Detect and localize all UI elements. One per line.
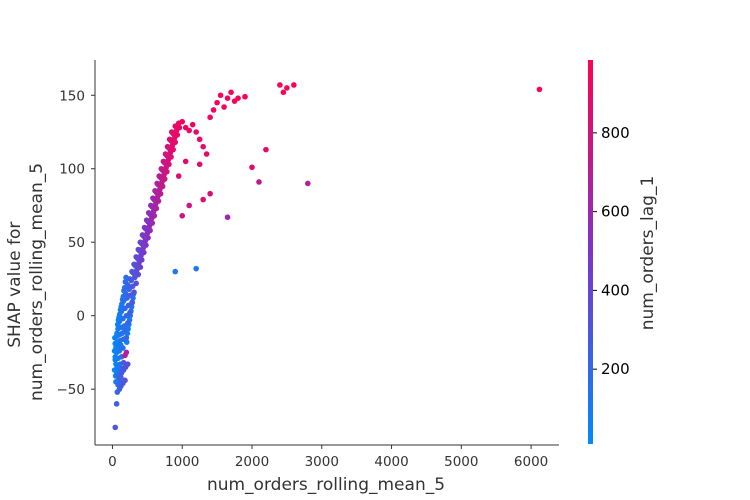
scatter-point [143,242,149,248]
scatter-point [168,154,174,160]
scatter-point [182,124,189,131]
x-tick-label: 3000 [305,454,339,470]
scatter-point [217,92,224,99]
scatter-point [196,136,203,143]
x-tick-label: 4000 [374,454,408,470]
scatter-point [175,173,182,179]
scatter-point [263,146,269,153]
scatter-point [179,118,186,125]
scatter-point [207,190,213,197]
y-tick-label: 50 [68,235,85,251]
scatter-point [145,235,151,241]
scatter-point [284,85,290,91]
scatter-point [147,227,153,234]
colorbar-ticks: 200 400 600 800 [593,124,630,378]
scatter-point [291,82,297,88]
scatter-point [122,352,128,359]
scatter-point [122,377,128,384]
y-axis-title: SHAP value for num_orders_rolling_mean_5 [5,163,47,401]
colorbar-tick-label: 600 [601,203,630,221]
scatter-point [151,212,158,219]
x-tick-label: 2000 [235,454,269,470]
scatter-point [122,290,129,297]
scatter-point [203,151,210,157]
scatter-point [115,374,122,381]
scatter-point [124,282,131,288]
scatter-point [157,190,164,197]
scatter-point [536,86,543,93]
scatter-point [113,401,120,407]
scatter-point [221,104,227,110]
scatter-point [129,299,135,306]
scatter-point [123,334,130,341]
scatter-point [186,202,192,209]
scatter-point [153,205,160,212]
y-tick-label: 150 [59,88,85,104]
y-tick-label: 0 [76,309,85,325]
y-axis-title-line-1: SHAP value for [5,222,25,348]
scatter-point [210,107,217,113]
scatter-point [120,345,126,351]
scatter-point [131,289,137,295]
scatter-point [200,143,206,150]
colorbar-label: num_orders_lag_1 [638,176,658,331]
x-tick-label: 0 [108,454,117,470]
scatter-point [207,114,213,121]
scatter-point [127,309,133,316]
colorbar-tick-label: 400 [601,281,630,299]
scatter-point [193,265,199,272]
scatter-point [161,176,168,182]
colorbar-tick-label: 200 [601,360,630,378]
scatter-point [138,257,145,263]
scatter-point [214,99,220,106]
scatter-point [224,95,231,102]
x-axis-title: num_orders_rolling_mean_5 [207,475,445,495]
scatter-point [249,164,255,171]
x-tick-label: 5000 [444,454,478,470]
scatter-point [172,268,179,275]
scatter-point [137,264,144,270]
scatter-point [172,139,179,146]
scatter-point [124,320,131,326]
scatter-point [141,249,147,256]
scatter-point [176,124,183,131]
scatter-point [112,424,119,431]
scatter-point [166,161,172,168]
scatter-point [133,280,139,287]
x-tick-label: 1000 [165,454,199,470]
scatter-point [174,132,181,138]
scatter-point [179,212,186,219]
colorbar [588,60,593,444]
y-tick-label: −50 [57,382,86,398]
scatter-point [228,89,234,96]
y-tick-label: 100 [59,162,85,178]
scatter-point [164,168,170,175]
scatter-point [159,183,166,190]
colorbar-tick-label: 800 [601,124,630,142]
scatter-point [189,121,196,128]
scatter-point [193,129,199,135]
x-tick-label: 6000 [514,454,548,470]
scatter-point [155,198,162,204]
scatter-point [224,214,231,221]
scatter-point [305,180,311,187]
x-axis-ticks: 0 1000 2000 3000 4000 5000 6000 [108,445,548,470]
scatter-point [277,82,283,88]
scatter-point [196,161,203,168]
scatter-point [182,158,189,165]
scatter-point [256,179,262,185]
scatter-point [135,271,142,278]
scatter-point [280,89,287,96]
scatter-point [242,93,248,100]
scatter-point [200,196,206,203]
scatter-point [235,95,241,102]
scatter-point [170,146,176,153]
y-axis-title-line-2: num_orders_rolling_mean_5 [27,163,47,401]
scatter-points [111,82,543,431]
scatter-point [122,327,128,334]
scatter-point [149,220,156,226]
y-axis-ticks: −50 0 50 100 150 [57,88,95,398]
scatter-point [124,361,131,367]
